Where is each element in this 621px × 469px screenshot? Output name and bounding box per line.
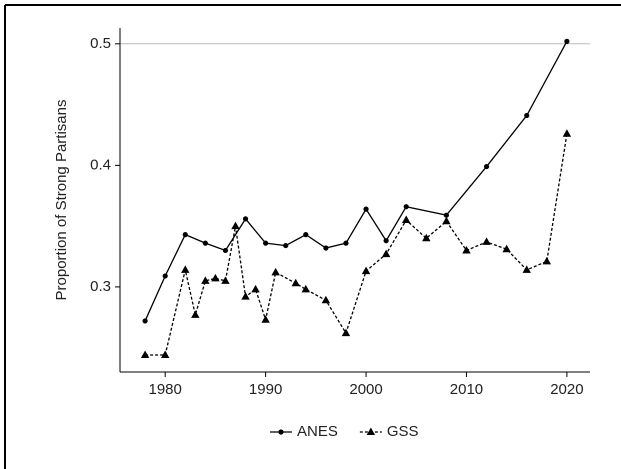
- data-point: [442, 216, 451, 225]
- y-tick-label: 0.5: [90, 35, 111, 52]
- data-point: [542, 256, 552, 265]
- x-tick-label: 2020: [550, 381, 583, 398]
- data-point: [283, 242, 289, 249]
- series-line: [144, 41, 568, 322]
- legend-marker: [278, 429, 284, 435]
- data-point: [381, 249, 391, 258]
- y-axis-label: Proportion of Strong Partisans: [53, 100, 70, 301]
- data-point: [301, 284, 310, 293]
- data-point: [402, 215, 411, 224]
- data-point: [422, 233, 431, 242]
- data-point: [162, 273, 168, 279]
- data-point: [522, 265, 531, 273]
- x-tick-label: 1980: [149, 381, 182, 398]
- data-point: [221, 276, 230, 284]
- x-tick-label: 2010: [450, 381, 483, 398]
- data-point: [462, 245, 471, 254]
- data-point: [403, 204, 409, 210]
- data-point: [564, 38, 570, 44]
- y-tick-label: 0.4: [90, 156, 111, 173]
- legend-marker: [366, 427, 376, 435]
- data-point: [291, 278, 300, 287]
- x-tick-label: 2000: [349, 381, 382, 398]
- data-point: [160, 350, 170, 358]
- data-point: [383, 238, 389, 244]
- data-point: [181, 265, 190, 273]
- data-point: [140, 350, 150, 358]
- data-point: [363, 206, 369, 212]
- data-point: [361, 266, 371, 275]
- data-point: [222, 247, 229, 254]
- data-point: [242, 216, 249, 222]
- data-point: [231, 221, 240, 230]
- data-point: [303, 232, 309, 238]
- x-tick-label: 1990: [249, 381, 282, 398]
- data-point: [201, 276, 210, 284]
- data-point: [323, 245, 329, 251]
- series-line: [145, 133, 568, 356]
- data-point: [271, 267, 280, 276]
- data-point: [562, 129, 572, 137]
- data-point: [142, 318, 148, 324]
- data-point: [182, 232, 188, 238]
- data-point: [483, 163, 490, 170]
- data-point: [321, 295, 331, 304]
- data-point: [241, 292, 250, 300]
- data-point: [341, 328, 351, 337]
- data-point: [263, 240, 269, 246]
- data-point: [211, 273, 220, 282]
- data-point: [343, 240, 349, 246]
- data-point: [261, 315, 270, 323]
- data-point: [251, 284, 260, 293]
- legend-label: ANES: [297, 423, 338, 440]
- data-point: [502, 244, 511, 253]
- data-point: [524, 112, 530, 119]
- data-point: [191, 310, 200, 318]
- data-point: [482, 237, 491, 245]
- legend-label: GSS: [387, 423, 419, 440]
- data-point: [443, 212, 449, 218]
- y-tick-label: 0.3: [90, 278, 111, 295]
- data-point: [202, 240, 208, 246]
